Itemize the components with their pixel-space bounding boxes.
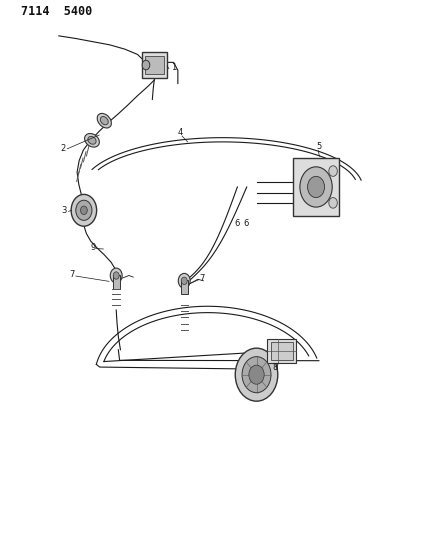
Circle shape xyxy=(300,167,332,207)
Text: 6: 6 xyxy=(235,219,240,228)
Circle shape xyxy=(249,365,264,384)
Text: 4: 4 xyxy=(178,128,183,137)
Circle shape xyxy=(113,272,119,279)
Text: 2: 2 xyxy=(60,144,65,153)
Text: 1: 1 xyxy=(171,63,176,72)
Circle shape xyxy=(142,60,150,70)
Ellipse shape xyxy=(97,114,111,128)
Circle shape xyxy=(181,277,187,285)
Bar xyxy=(293,158,339,216)
Circle shape xyxy=(235,348,278,401)
Text: 7: 7 xyxy=(199,274,205,284)
Text: 7114  5400: 7114 5400 xyxy=(21,5,92,18)
Circle shape xyxy=(71,195,97,226)
Text: 8: 8 xyxy=(273,363,278,372)
Circle shape xyxy=(110,268,122,283)
Bar xyxy=(270,342,293,360)
Ellipse shape xyxy=(88,136,96,144)
Bar xyxy=(142,52,167,78)
Circle shape xyxy=(308,176,324,198)
Bar xyxy=(181,280,187,294)
Circle shape xyxy=(242,357,271,393)
Circle shape xyxy=(80,206,87,215)
Text: 7: 7 xyxy=(69,270,75,279)
Bar xyxy=(113,275,119,289)
Circle shape xyxy=(76,200,92,220)
Text: 3: 3 xyxy=(62,206,67,215)
Bar xyxy=(145,56,164,74)
Ellipse shape xyxy=(100,117,108,125)
Circle shape xyxy=(178,273,190,288)
Bar xyxy=(267,339,296,363)
Ellipse shape xyxy=(85,133,99,147)
Text: 9: 9 xyxy=(91,243,96,252)
Circle shape xyxy=(329,198,337,208)
Circle shape xyxy=(329,166,337,176)
Text: 6: 6 xyxy=(243,219,248,228)
Text: 5: 5 xyxy=(316,142,321,151)
